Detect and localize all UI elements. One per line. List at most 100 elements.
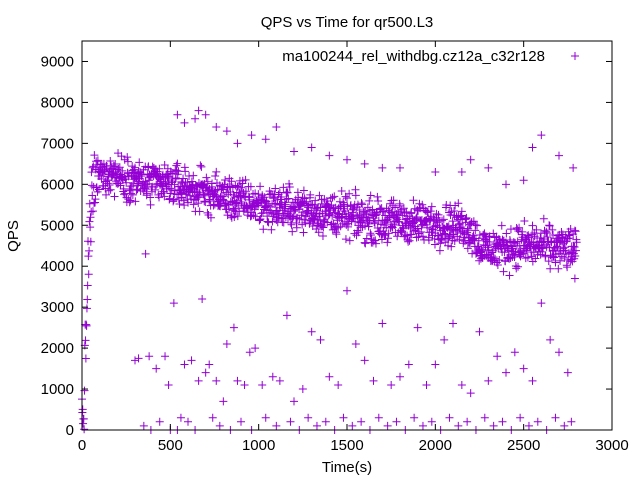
data-point [500,248,509,257]
data-point [546,264,555,273]
data-point [197,162,206,171]
data-point [261,413,270,422]
data-point [237,417,245,426]
data-point [392,417,401,426]
data-point [309,211,318,220]
data-point [286,417,295,426]
data-point [110,192,119,201]
data-point [93,156,102,165]
data-point [251,189,260,198]
data-point [255,215,264,224]
data-point [169,299,178,308]
x-tick-label: 3000 [595,437,628,454]
data-point [194,376,203,385]
data-point [502,229,511,238]
data-point [371,239,380,248]
data-point [418,232,427,241]
data-point [81,354,90,363]
data-point [376,220,385,229]
data-point [463,226,472,235]
data-point [444,241,453,250]
data-point [229,323,238,332]
data-point [194,106,203,115]
data-point [521,254,530,263]
data-point [215,421,224,430]
data-point [287,202,296,211]
data-point [141,249,150,258]
data-point [407,208,416,217]
data-point [160,192,169,201]
data-point [457,207,466,216]
data-point [83,281,92,290]
data-point [409,196,418,205]
data-point [193,182,202,191]
data-point [285,183,294,192]
data-point [200,179,209,188]
data-point [362,234,371,243]
data-point [104,186,113,195]
data-point [281,212,290,221]
data-point [160,161,169,170]
data-point [312,204,321,213]
data-point [477,245,486,254]
data-point [87,207,96,216]
data-point [132,186,141,195]
data-point [431,168,440,177]
data-point [422,380,431,389]
data-point [555,348,563,357]
data-point [183,178,192,187]
data-point [343,286,351,295]
data-point [457,380,466,389]
data-point [341,235,350,244]
data-point [284,194,293,203]
data-point [392,213,401,222]
data-point [361,239,370,248]
data-point [201,368,210,377]
legend-label: ma100244_rel_withdbg.cz12a_c32r128 [282,48,545,65]
data-point [131,163,139,172]
data-point [208,413,217,422]
data-point [145,352,154,361]
data-point [94,185,103,194]
data-point [295,215,304,224]
data-point [157,181,166,190]
data-point [439,215,448,224]
data-point [412,213,421,222]
data-point [365,196,374,205]
data-point [140,184,149,193]
data-point [387,380,396,389]
data-point [502,180,510,189]
data-point [261,135,270,144]
data-point [268,217,277,226]
data-point [399,224,408,233]
data-point [505,254,514,263]
data-point [282,311,291,320]
data-point [318,222,327,231]
data-point [351,191,360,200]
legend: ma100244_rel_withdbg.cz12a_c32r128 [282,48,579,65]
data-point [528,376,537,385]
data-point [212,122,221,131]
data-point [123,157,132,166]
data-point [343,194,351,203]
data-point [355,205,364,214]
data-point [256,214,265,223]
data-point [457,168,466,177]
data-point [405,236,414,245]
data-point [325,151,334,160]
y-axis-ticks: 0 1000 2000 3000 4000 5000 6000 7000 8000 9000 [41,53,612,439]
data-point [423,223,432,232]
data-point [385,213,394,222]
data-point [78,405,87,414]
data-point [245,193,254,202]
data-point [152,364,161,373]
data-point [551,413,560,422]
y-tick-label: 2000 [41,340,74,357]
data-point [282,195,291,204]
data-point [298,385,307,394]
data-point [125,186,134,195]
data-point [424,236,433,245]
x-tick-label: 1500 [330,437,363,454]
data-point [569,163,578,172]
